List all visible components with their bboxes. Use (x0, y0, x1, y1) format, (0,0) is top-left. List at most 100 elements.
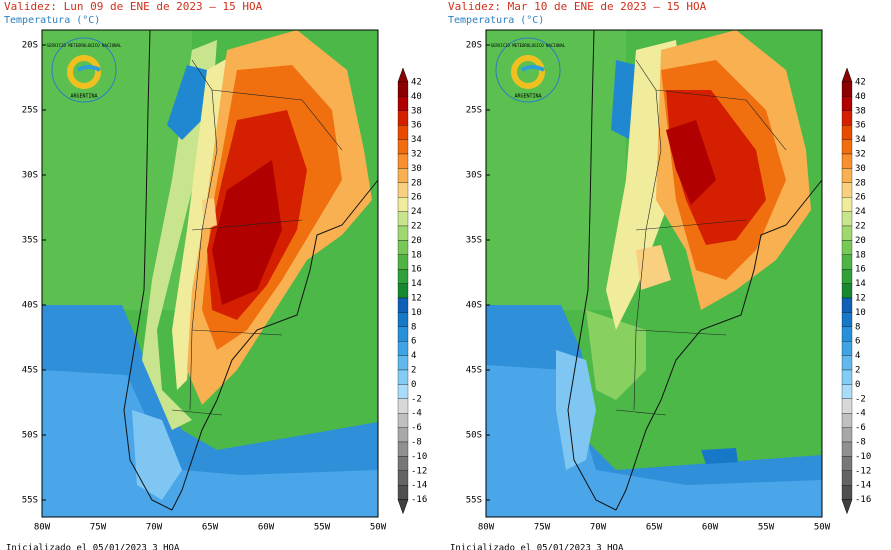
logo-wave (520, 65, 545, 72)
colorbar-label: -14 (855, 481, 871, 491)
colorbar-label: -14 (411, 481, 427, 491)
colorbar-cell (397, 139, 409, 155)
colorbar-label: 36 (855, 121, 866, 131)
temperature-field (556, 350, 596, 470)
temperature-field (586, 310, 646, 400)
colorbar-label: 42 (855, 78, 866, 88)
colorbar-cell (397, 297, 409, 313)
lat-label: 35S (22, 236, 38, 246)
colorbar-label: -16 (855, 495, 871, 505)
validity-title: Validez: Lun 09 de ENE de 2023 — 15 HOA (4, 0, 263, 13)
temperature-field (142, 40, 217, 430)
colorbar-cell (841, 153, 853, 169)
lon-label: 70W (590, 523, 607, 533)
coastline (123, 30, 378, 511)
logo-bottom: ARGENTINA (70, 94, 97, 100)
colorbar-cell (841, 254, 853, 270)
colorbar-cell (841, 297, 853, 313)
colorbar-label: -4 (855, 409, 866, 419)
map-fields (42, 30, 378, 517)
colorbar-label: 12 (411, 294, 422, 304)
lat-label: 40S (22, 301, 38, 311)
colorbar-label: 40 (411, 92, 422, 102)
colorbar-label: -6 (411, 423, 422, 433)
panel: Validez: Mar 10 de ENE de 2023 — 15 HOA T… (448, 0, 871, 550)
temperature-field (132, 410, 182, 500)
lon-label: 70W (146, 523, 163, 533)
colorbar-top (397, 67, 409, 83)
colorbar-label: -12 (855, 466, 871, 476)
temperature-field (42, 30, 192, 310)
colorbar-cell (397, 81, 409, 97)
colorbar-cell (841, 413, 853, 428)
map: SERVICIO METEOROLOGICO NACIONAL ARGENTINA (485, 29, 823, 518)
colorbar-cell (397, 369, 409, 385)
colorbar-label: 24 (411, 207, 422, 217)
logo-top: SERVICIO METEOROLOGICO NACIONAL (491, 43, 566, 48)
colorbar-cell (841, 125, 853, 140)
colorbar-label: 30 (411, 164, 422, 174)
colorbar-label: -2 (411, 394, 422, 404)
logo-sun (67, 55, 101, 89)
variable-label: Temperatura (°C) (448, 15, 544, 26)
colorbar-label: 14 (855, 279, 866, 289)
lat-label: 55S (466, 496, 482, 506)
colorbar-cell (397, 225, 409, 241)
colorbar-cell (397, 441, 409, 457)
logo-ring (495, 37, 561, 103)
colorbar-label: -12 (411, 466, 427, 476)
colorbar-cell (397, 485, 409, 500)
colorbar-cell (397, 398, 409, 414)
colorbar-bottom (397, 499, 409, 515)
lon-label: 50W (814, 523, 831, 533)
colorbar-cell (841, 456, 853, 471)
colorbar-cell (841, 326, 853, 342)
colorbar-cell (841, 110, 853, 126)
colorbar-cell (397, 269, 409, 284)
colorbar-cell (397, 96, 409, 111)
colorbar-label: -6 (855, 423, 866, 433)
lon-label: 65W (646, 523, 663, 533)
colorbar-cell (841, 211, 853, 227)
temperature-field (611, 60, 636, 140)
temperature-field (202, 198, 217, 230)
colorbar-label: 6 (855, 337, 860, 347)
coastline (567, 30, 822, 511)
lat-label: 30S (466, 171, 482, 181)
colorbar-cell (397, 470, 409, 486)
colorbar-cell (397, 168, 409, 183)
colorbar-label: 20 (411, 236, 422, 246)
lat-label: 40S (466, 301, 482, 311)
colorbar-cell (841, 168, 853, 183)
colorbar-top (841, 67, 853, 83)
colorbar-cell (397, 456, 409, 471)
validity-title: Validez: Mar 10 de ENE de 2023 — 15 HOA (448, 0, 707, 13)
lon-label: 55W (314, 523, 331, 533)
colorbar-cell (397, 341, 409, 356)
colorbar-cell (841, 369, 853, 385)
lon-label: 60W (702, 523, 719, 533)
colorbar-cell (841, 197, 853, 212)
lat-label: 30S (22, 171, 38, 181)
colorbar-cell (397, 153, 409, 169)
colorbar-label: 38 (855, 106, 866, 116)
colorbar-cell (397, 125, 409, 140)
colorbar-cell (841, 240, 853, 255)
colorbar-cell (841, 485, 853, 500)
colorbar-cell (841, 312, 853, 327)
map-frame (485, 29, 823, 518)
colorbar-cell (841, 384, 853, 399)
colorbar-label: 40 (855, 92, 866, 102)
colorbar-label: -2 (855, 394, 866, 404)
colorbar-cell (841, 470, 853, 486)
lat-label: 35S (466, 236, 482, 246)
colorbar-label: 28 (855, 178, 866, 188)
colorbar-bottom (841, 499, 853, 515)
colorbar-label: -10 (411, 452, 427, 462)
colorbar-label: 4 (855, 351, 860, 361)
colorbar-cell (397, 211, 409, 227)
colorbar-label: -8 (855, 438, 866, 448)
colorbar-label: 20 (855, 236, 866, 246)
colorbar-label: 18 (855, 250, 866, 260)
